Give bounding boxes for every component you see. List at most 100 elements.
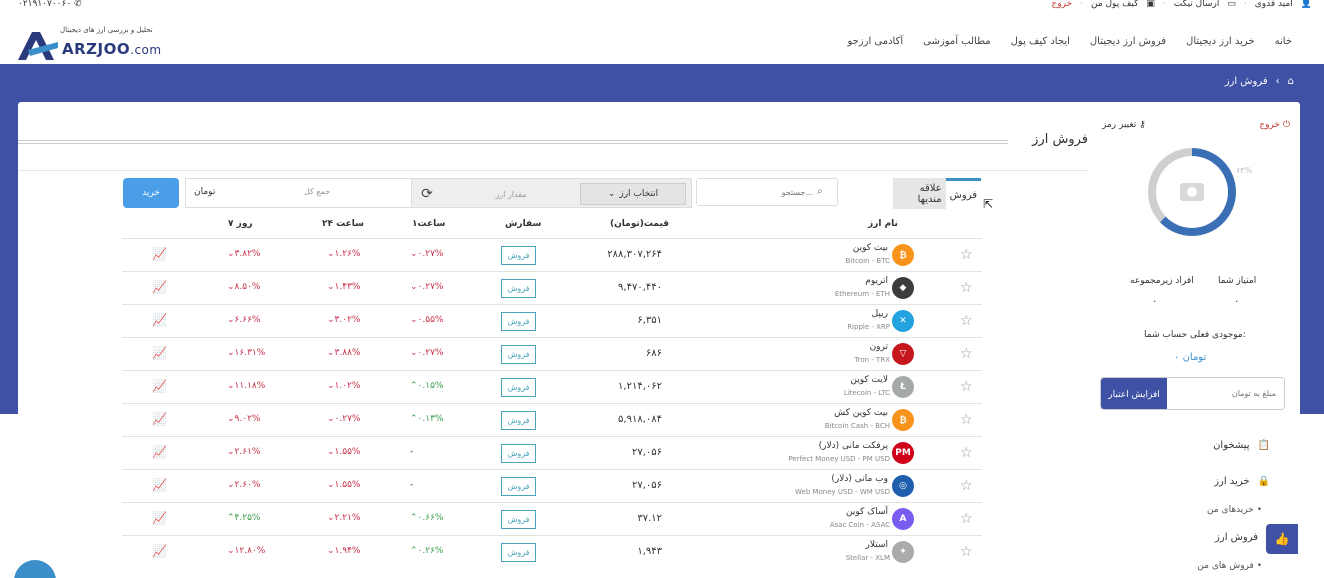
- change-1h-value: ۰.۶۶%: [417, 513, 444, 523]
- refresh-icon[interactable]: ⟳: [421, 186, 433, 202]
- chat-widget-icon[interactable]: [14, 560, 56, 578]
- change-24h: ⌄۳.۸۸%: [327, 348, 360, 358]
- credit-form: افزایش اعتبار: [1100, 377, 1285, 410]
- change-1h: ⌃۰.۱۳%: [410, 414, 443, 424]
- avatar[interactable]: [1156, 156, 1228, 228]
- coin-price: ۶۸۶: [645, 348, 662, 359]
- tab-sell[interactable]: فروش: [945, 178, 981, 209]
- change-24h-value: ۲.۲۱%: [334, 513, 361, 523]
- chart-icon[interactable]: 📈: [152, 346, 167, 360]
- favorite-star-icon[interactable]: ☆: [960, 511, 973, 527]
- change-1h: -: [410, 480, 413, 490]
- coin-symbol: Bitcoin Cash - BCH: [824, 422, 890, 430]
- change-1h: ⌃۰.۱۵%: [410, 381, 443, 391]
- total-field: جمع کل تومان: [186, 179, 412, 207]
- change-7d-value: ۹.۰۲%: [234, 414, 261, 424]
- coin-price: ۲۷,۰۵۶: [631, 447, 662, 458]
- chart-icon[interactable]: 📈: [152, 247, 167, 261]
- wallet-link[interactable]: کیف پول من: [1090, 0, 1139, 9]
- trend-arrow-icon: ⌃: [410, 513, 418, 523]
- favorite-star-icon[interactable]: ☆: [960, 478, 973, 494]
- coin-price: ۳۷.۱۲: [637, 513, 662, 524]
- coin-name: اتریوم: [865, 276, 888, 286]
- chart-icon[interactable]: 📈: [152, 478, 167, 492]
- home-icon[interactable]: ⌂: [1287, 76, 1294, 87]
- nav-buy[interactable]: خرید ارز دیجیتال: [1186, 36, 1255, 47]
- change-24h-value: ۱.۹۴%: [334, 546, 361, 556]
- chart-icon[interactable]: 📈: [152, 280, 167, 294]
- chart-icon[interactable]: 📈: [152, 511, 167, 525]
- trend-arrow-icon: ⌄: [410, 249, 418, 259]
- send-ticket-link[interactable]: ارسال تیکت: [1173, 0, 1220, 9]
- coin-price: ۱,۲۱۴,۰۶۲: [618, 381, 662, 392]
- coin-name: بیت کوین کش: [834, 408, 888, 418]
- tab-favorites[interactable]: علاقه مندیها: [917, 182, 942, 205]
- favorite-star-icon[interactable]: ☆: [960, 445, 973, 461]
- menu-buy[interactable]: 🔒 خرید ارز: [1214, 476, 1270, 487]
- ticket-icon: ▭: [1227, 0, 1236, 9]
- buy-button[interactable]: خرید: [123, 178, 179, 208]
- increase-credit-button[interactable]: افزایش اعتبار: [1101, 378, 1167, 409]
- chart-icon[interactable]: 📈: [152, 379, 167, 393]
- change-1h-value: ۰.۲۷%: [417, 249, 444, 259]
- logo-brand-tld: .com: [130, 43, 162, 57]
- amount-input[interactable]: مقدار ارز: [495, 189, 527, 199]
- change-1h: ⌄۰.۲۷%: [410, 282, 443, 292]
- favorite-star-icon[interactable]: ☆: [960, 379, 973, 395]
- favorite-star-icon[interactable]: ☆: [960, 346, 973, 362]
- site-logo[interactable]: تحلیل و بررسی ارز های دیجیتال ARZJOO.com: [18, 24, 162, 60]
- table-row: ☆ ▽ ترون Tron - TRX ۶۸۶ فروش ⌄۰.۲۷% ⌄۳.۸۸% ⌄۱۶.۳…: [122, 337, 982, 370]
- favorite-star-icon[interactable]: ☆: [960, 544, 973, 560]
- sell-button[interactable]: فروش: [501, 411, 536, 430]
- panel-logout-link[interactable]: خروج ⏻: [1259, 120, 1290, 130]
- total-currency: تومان: [194, 187, 216, 197]
- nav-create-wallet[interactable]: ایجاد کیف پول: [1010, 36, 1070, 47]
- trend-arrow-icon: ⌄: [327, 414, 335, 424]
- change-24h-value: ۱.۲۶%: [334, 249, 361, 259]
- change-7d-value: ۶.۶۶%: [234, 315, 261, 325]
- favorite-star-icon[interactable]: ☆: [960, 280, 973, 296]
- menu-my-sells[interactable]: • فروش های من: [1197, 561, 1262, 571]
- search-input[interactable]: [697, 179, 817, 205]
- table-row: ☆ ✦ استلار Stellar - XLM ۱,۹۴۳ فروش ⌃۰.۲۶% ⌄۱.۹…: [122, 535, 982, 568]
- sell-button[interactable]: فروش: [501, 312, 536, 331]
- menu-sell[interactable]: فروش ارز: [1215, 532, 1258, 543]
- nav-home[interactable]: خانه: [1274, 36, 1292, 47]
- nav-tutorials[interactable]: مطالب آموزشی: [923, 36, 991, 47]
- change-password-link[interactable]: تغییر رمز ⚷: [1102, 120, 1146, 130]
- coin-name: ترون: [869, 342, 888, 352]
- nav-academy[interactable]: آکادمی ارزجو: [847, 36, 904, 47]
- change-7d: ⌃۴.۲۵%: [227, 513, 260, 523]
- nav-sell[interactable]: فروش ارز دیجیتال: [1089, 36, 1167, 47]
- menu-dashboard[interactable]: 📋 پیشخوان: [1213, 440, 1270, 451]
- favorite-star-icon[interactable]: ☆: [960, 412, 973, 428]
- sell-button[interactable]: فروش: [501, 477, 536, 496]
- favorite-star-icon[interactable]: ☆: [960, 313, 973, 329]
- currency-select[interactable]: ⌄ انتخاب ارز: [580, 183, 686, 205]
- sell-button[interactable]: فروش: [501, 345, 536, 364]
- favorite-star-icon[interactable]: ☆: [960, 247, 973, 263]
- sell-button[interactable]: فروش: [501, 378, 536, 397]
- search-icon[interactable]: ⌕: [817, 186, 823, 197]
- panel-logout-label: خروج: [1259, 120, 1280, 130]
- logout-link[interactable]: خروج: [1051, 0, 1073, 9]
- thumbs-up-icon[interactable]: 👍: [1266, 524, 1298, 554]
- change-24h: ⌄۱.۰۲%: [327, 381, 360, 391]
- chart-icon[interactable]: 📈: [152, 544, 167, 558]
- chart-icon[interactable]: 📈: [152, 445, 167, 459]
- logo-tagline: تحلیل و بررسی ارز های دیجیتال: [60, 26, 153, 34]
- sell-button[interactable]: فروش: [501, 246, 536, 265]
- trend-arrow-icon: ⌄: [410, 348, 418, 358]
- sell-button[interactable]: فروش: [501, 279, 536, 298]
- separator: ·: [1162, 0, 1166, 9]
- sell-button[interactable]: فروش: [501, 510, 536, 529]
- menu-my-buys[interactable]: • خریدهای من: [1207, 505, 1262, 515]
- change-7d-value: ۴.۲۵%: [234, 513, 261, 523]
- sell-button[interactable]: فروش: [501, 444, 536, 463]
- chart-icon[interactable]: 📈: [152, 412, 167, 426]
- credit-amount-input[interactable]: [1167, 378, 1284, 409]
- user-name[interactable]: امید فدوی: [1254, 0, 1293, 9]
- user-icon: 👤: [1300, 0, 1312, 9]
- chart-icon[interactable]: 📈: [152, 313, 167, 327]
- sell-button[interactable]: فروش: [501, 543, 536, 562]
